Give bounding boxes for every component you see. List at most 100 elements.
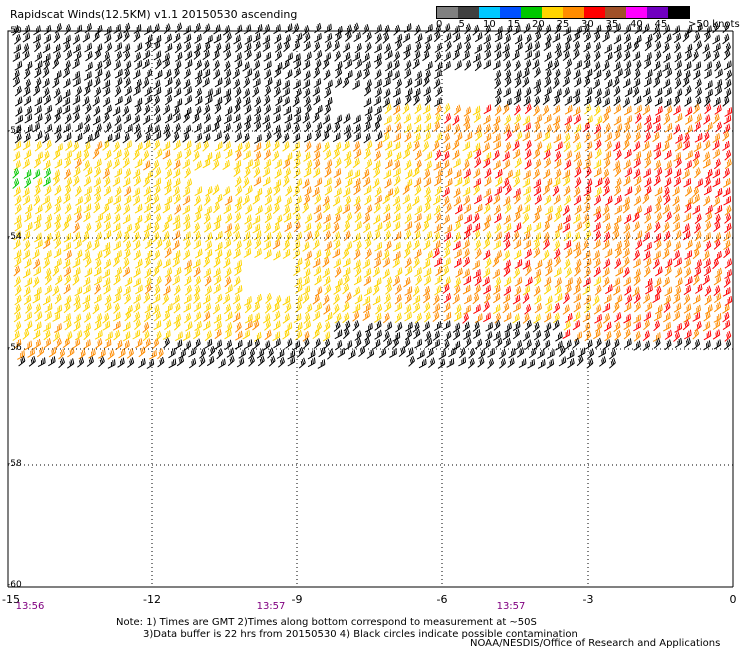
wind-barb [52, 312, 61, 322]
wind-barb [724, 212, 732, 224]
wind-barb [92, 303, 100, 315]
wind-barb [248, 355, 255, 367]
wind-barb [692, 150, 700, 162]
wind-barb [623, 122, 631, 134]
wind-barb [54, 23, 62, 34]
wind-barb [684, 250, 693, 260]
wind-barb [143, 292, 151, 304]
wind-barb [333, 121, 341, 133]
wind-barb [503, 33, 511, 45]
wind-barb [573, 151, 581, 162]
wind-barb [463, 114, 470, 126]
wind-barb [562, 76, 570, 88]
wind-barb [533, 247, 541, 259]
wind-barb [314, 177, 323, 188]
wind-barb [114, 115, 122, 126]
wind-barb [244, 296, 252, 306]
wind-barb [393, 104, 401, 116]
wind-barb [92, 115, 101, 126]
wind-barb [537, 359, 546, 369]
wind-barb [513, 239, 522, 250]
wind-barb [554, 88, 562, 99]
wind-barb [72, 104, 81, 115]
wind-barb [173, 313, 181, 324]
wind-barb [443, 276, 451, 287]
wind-barb [662, 221, 670, 233]
wind-barb [294, 87, 302, 99]
wind-barb [274, 62, 283, 72]
wind-barb [183, 312, 192, 324]
wind-barb [515, 131, 523, 142]
wind-barb [173, 67, 180, 79]
wind-barb [422, 104, 431, 115]
wind-barb [188, 347, 196, 358]
wind-barb [404, 141, 412, 153]
wind-barb [163, 239, 171, 250]
wind-barb [224, 276, 232, 288]
wind-barb [653, 175, 661, 187]
wind-barb [403, 337, 411, 349]
wind-barb [233, 103, 241, 115]
wind-barb [194, 186, 203, 197]
wind-barb [462, 248, 470, 259]
wind-barb [374, 329, 382, 340]
wind-barb [403, 49, 411, 61]
wind-barb [163, 285, 171, 296]
wind-barb [683, 177, 692, 188]
wind-barb [344, 292, 352, 303]
wind-barb [314, 105, 323, 115]
wind-barb [544, 77, 552, 88]
wind-barb [562, 329, 571, 339]
wind-barb [314, 212, 323, 223]
wind-barb [83, 160, 90, 171]
wind-barb [462, 187, 471, 197]
wind-barb [573, 302, 581, 313]
wind-barb [107, 359, 116, 369]
wind-barb [324, 97, 333, 107]
wind-barb [413, 177, 422, 188]
wind-barb [353, 123, 361, 134]
wind-barb [394, 302, 403, 313]
wind-barb [164, 303, 173, 313]
color-scale-swatch [521, 7, 542, 18]
wind-barb [654, 239, 662, 251]
wind-barb [312, 310, 321, 322]
wind-barb [274, 168, 282, 179]
wind-barb [462, 321, 470, 332]
wind-barb [665, 105, 673, 116]
wind-barb [382, 312, 390, 324]
wind-barb [314, 249, 322, 260]
color-scale-swatch [500, 7, 521, 18]
wind-barb [364, 238, 372, 250]
wind-barb [94, 158, 102, 169]
wind-barb [124, 95, 132, 106]
wind-barb [534, 302, 542, 314]
wind-barb [153, 50, 162, 61]
wind-barb [44, 221, 52, 232]
wind-barb [605, 51, 613, 62]
wind-barb [682, 223, 690, 234]
wind-barb [24, 340, 33, 351]
wind-barb [325, 79, 333, 90]
wind-barb [604, 44, 612, 54]
wind-barb [623, 328, 631, 340]
wind-barb [603, 222, 611, 234]
wind-barb [494, 78, 501, 89]
wind-barb [382, 331, 390, 342]
wind-barb [664, 122, 673, 133]
wind-barb [122, 214, 131, 225]
wind-barb [14, 85, 22, 97]
wind-barb [394, 312, 402, 324]
wind-barb [434, 176, 442, 187]
wind-barb [102, 203, 110, 215]
wind-barb [512, 230, 520, 242]
wind-barb [284, 113, 293, 124]
wind-barb [503, 123, 511, 135]
wind-barb [684, 276, 693, 287]
wind-barb [414, 103, 422, 115]
wind-barb [254, 238, 262, 250]
wind-barb [162, 149, 171, 160]
wind-barb [164, 213, 173, 225]
wind-barb [324, 185, 333, 196]
wind-barb [385, 283, 392, 295]
